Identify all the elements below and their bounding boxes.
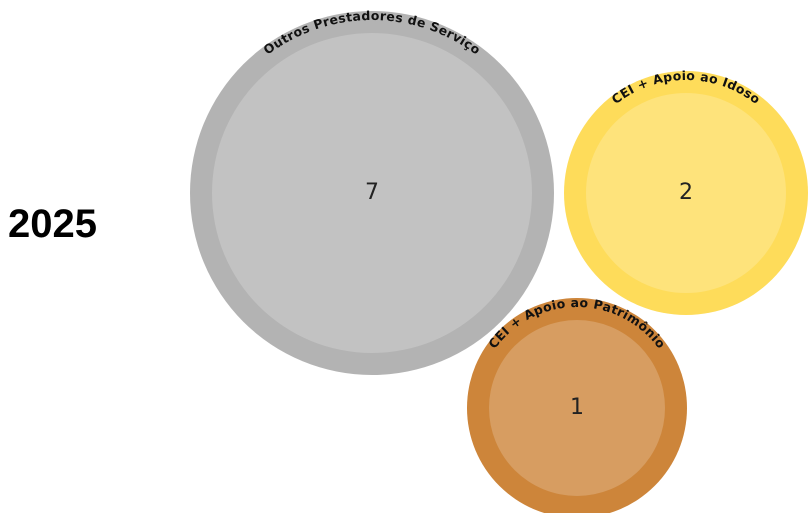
bubble-inner [212, 33, 532, 353]
bubble-value: 7 [365, 180, 379, 205]
bubble [190, 11, 554, 375]
chart-title: 2025 [8, 202, 97, 246]
bubble [564, 71, 808, 315]
bubble-inner [489, 320, 665, 496]
bubble-value: 1 [570, 395, 584, 420]
bubble-inner [586, 93, 786, 293]
bubble-value: 2 [679, 180, 693, 205]
bubble [467, 298, 687, 513]
